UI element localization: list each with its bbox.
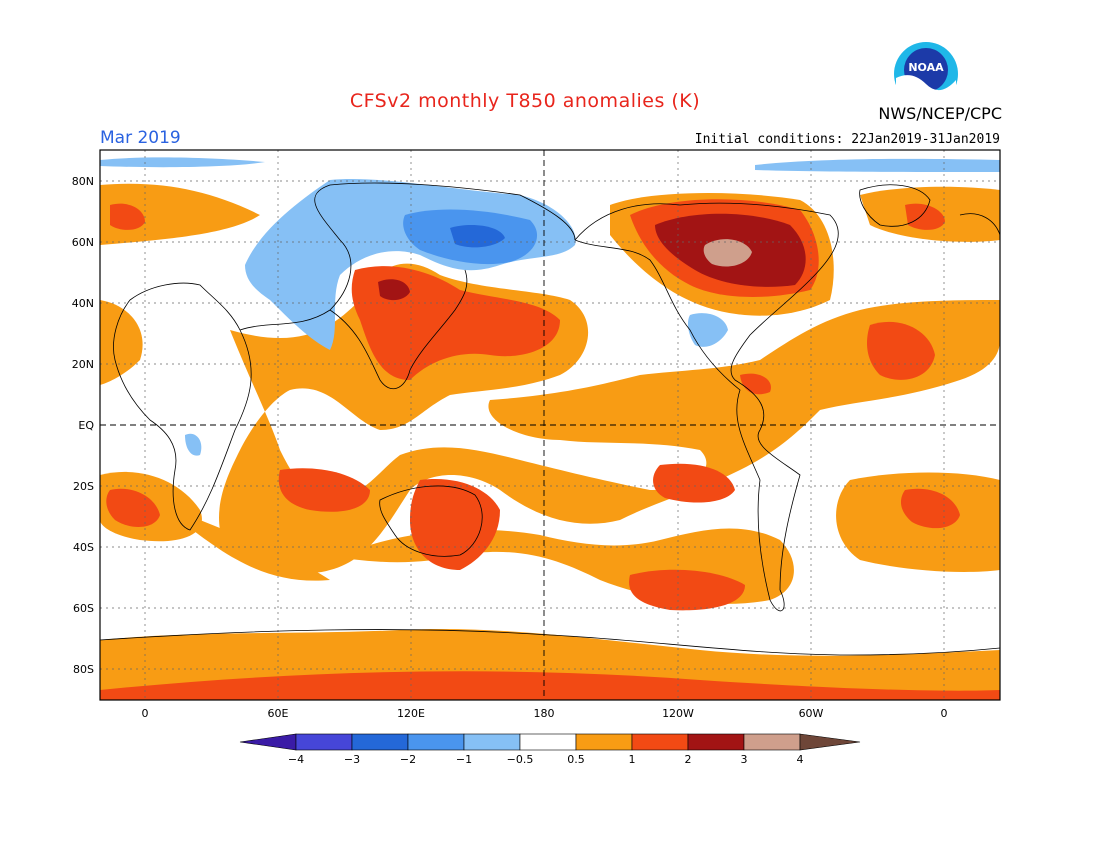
colorbar-min-arrow bbox=[239, 733, 297, 751]
colorbar-label: −0.5 bbox=[507, 753, 534, 766]
lon-label: 120E bbox=[397, 707, 425, 720]
colorbar-label: 0.5 bbox=[567, 753, 585, 766]
anomaly-field bbox=[100, 150, 1000, 700]
colorbar-label: −2 bbox=[400, 753, 416, 766]
colorbar-swatch bbox=[687, 733, 745, 751]
colorbar-label: 4 bbox=[797, 753, 804, 766]
lat-label: EQ bbox=[78, 419, 94, 432]
colorbar-label: −4 bbox=[288, 753, 304, 766]
lon-label: 0 bbox=[142, 707, 149, 720]
lat-label: 40S bbox=[73, 541, 94, 554]
lat-label: 80N bbox=[72, 175, 94, 188]
colorbar-swatch bbox=[351, 733, 409, 751]
lon-label: 120W bbox=[662, 707, 694, 720]
forecast-month: Mar 2019 bbox=[100, 128, 181, 148]
colorbar: −4 −3 −2 −1 −0.5 0.5 1 2 3 4 bbox=[239, 733, 861, 766]
colorbar-swatch bbox=[631, 733, 689, 751]
lat-axis: 80N 60N 40N 20N EQ 20S 40S 60S 80S bbox=[72, 175, 95, 676]
colorbar-swatch bbox=[743, 733, 801, 751]
colorbar-max-arrow bbox=[799, 733, 861, 751]
lon-label: 60W bbox=[799, 707, 824, 720]
lat-label: 60S bbox=[73, 602, 94, 615]
colorbar-label: 2 bbox=[685, 753, 692, 766]
colorbar-swatch bbox=[407, 733, 465, 751]
map-frame bbox=[99, 149, 1001, 701]
lon-label: 60E bbox=[268, 707, 289, 720]
lat-label: 20S bbox=[73, 480, 94, 493]
lat-label: 60N bbox=[72, 236, 94, 249]
lon-label: 180 bbox=[534, 707, 555, 720]
agency-label: NWS/NCEP/CPC bbox=[878, 104, 1002, 123]
lon-label: 0 bbox=[941, 707, 948, 720]
noaa-logo-text: NOAA bbox=[908, 61, 944, 74]
colorbar-label: −1 bbox=[456, 753, 472, 766]
lon-axis: 0 60E 120E 180 120W 60W 0 bbox=[142, 707, 948, 720]
chart-title: CFSv2 monthly T850 anomalies (K) bbox=[349, 90, 701, 112]
equator-dateline bbox=[100, 150, 1000, 700]
noaa-logo-icon: NOAA bbox=[894, 42, 958, 106]
colorbar-swatch bbox=[519, 733, 577, 751]
colorbar-label: 1 bbox=[629, 753, 636, 766]
lat-label: 20N bbox=[72, 358, 94, 371]
colorbar-label: −3 bbox=[344, 753, 360, 766]
colorbar-swatch bbox=[463, 733, 521, 751]
coastlines bbox=[100, 182, 1000, 656]
graticule bbox=[100, 150, 1000, 700]
lat-label: 40N bbox=[72, 297, 94, 310]
initial-conditions: Initial conditions: 22Jan2019-31Jan2019 bbox=[694, 132, 1000, 147]
colorbar-label: 3 bbox=[741, 753, 748, 766]
lat-label: 80S bbox=[73, 663, 94, 676]
colorbar-swatch bbox=[575, 733, 633, 751]
colorbar-swatch bbox=[295, 733, 353, 751]
